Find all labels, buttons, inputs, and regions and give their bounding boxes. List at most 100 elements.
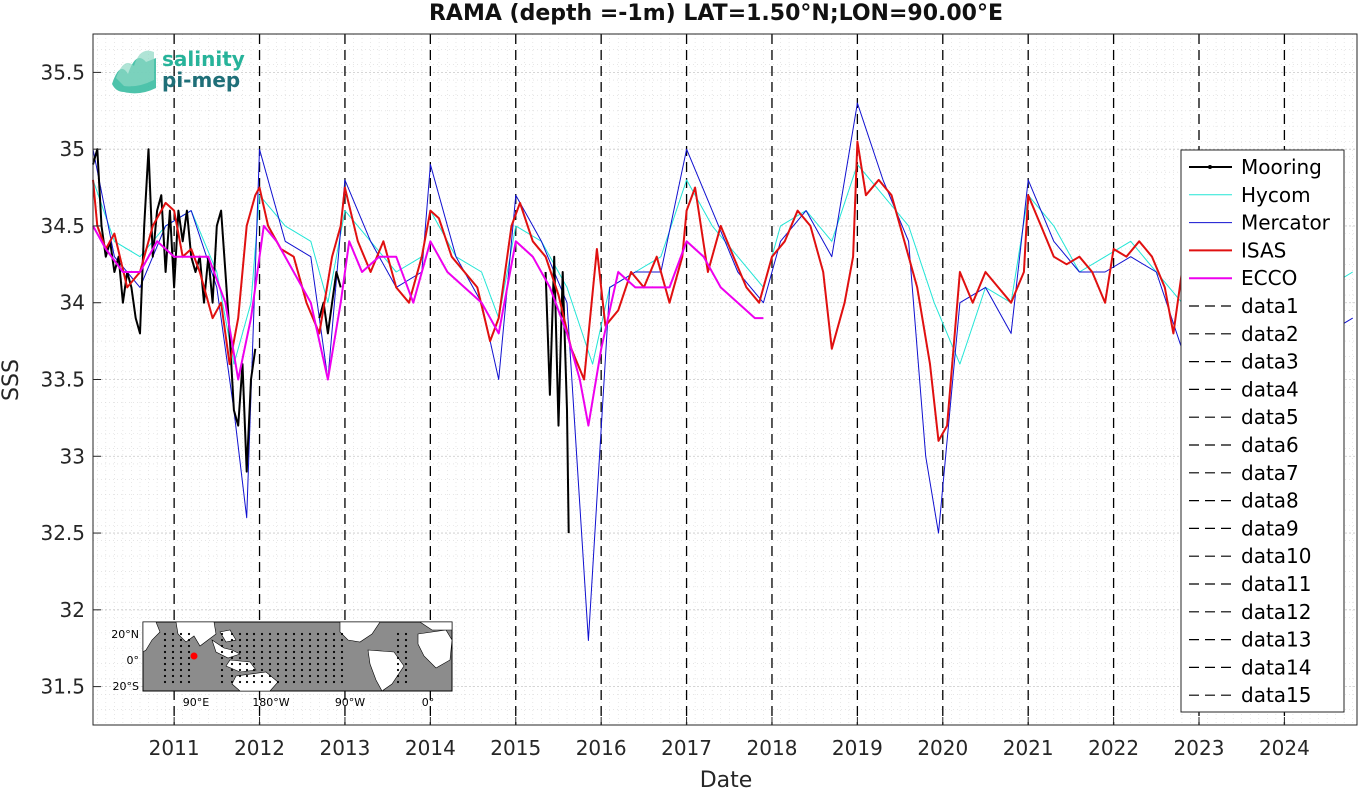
map-mooring-dot <box>316 632 320 636</box>
map-mooring-dot <box>238 674 242 678</box>
map-mooring-dot <box>276 656 280 660</box>
map-mooring-dot <box>316 650 320 654</box>
map-mooring-dot <box>220 680 224 684</box>
legend-label-data1: data1 <box>1241 294 1299 318</box>
legend-label-data14: data14 <box>1241 655 1312 679</box>
logo-text-salinity: salinity <box>162 47 245 71</box>
series-line-ecco <box>92 224 764 427</box>
map-mooring-dot <box>187 680 191 684</box>
inset-map: 20°N 0° 20°S 90°E 180°W 90°W 0° <box>111 621 453 709</box>
y-axis-label: SSS <box>0 359 24 401</box>
map-mooring-dot <box>220 656 224 660</box>
map-mooring-dot <box>332 644 336 648</box>
map-mooring-dot <box>179 644 183 648</box>
map-mooring-dot <box>340 638 344 642</box>
map-mooring-dot <box>268 656 272 660</box>
series-line-hycom <box>92 164 1353 365</box>
map-mooring-dot <box>332 674 336 678</box>
map-mooring-dot <box>396 650 400 654</box>
map-mooring-dot <box>238 680 242 684</box>
map-mooring-dot <box>324 668 328 672</box>
map-mooring-dot <box>238 644 242 648</box>
map-mooring-dot <box>340 644 344 648</box>
map-mooring-dot <box>316 674 320 678</box>
map-mooring-dot <box>404 644 408 648</box>
map-mooring-dot <box>179 632 183 636</box>
map-mooring-dot <box>245 644 249 648</box>
map-mooring-dot <box>396 644 400 648</box>
legend-marker-mooring <box>1208 165 1212 169</box>
map-mooring-dot <box>230 644 234 648</box>
map-mooring-dot <box>187 656 191 660</box>
map-mooring-dot <box>276 650 280 654</box>
map-mooring-dot <box>284 638 288 642</box>
map-mooring-dot <box>187 650 191 654</box>
legend-label-mooring: Mooring <box>1241 155 1322 179</box>
map-mooring-dot <box>284 644 288 648</box>
x-axis-label: Date <box>700 768 753 790</box>
x-tick-label: 2024 <box>1259 736 1310 760</box>
map-land <box>142 621 453 692</box>
map-mooring-dot <box>340 680 344 684</box>
map-mooring-dot <box>316 668 320 672</box>
map-mooring-dot <box>220 650 224 654</box>
map-mooring-dot <box>276 674 280 678</box>
series-line-mooring <box>318 271 342 335</box>
map-mooring-dot <box>324 638 328 642</box>
map-mooring-dot <box>245 632 249 636</box>
map-mooring-dot <box>245 680 249 684</box>
series-line-mooring <box>92 148 257 473</box>
map-mooring-dot <box>252 668 256 672</box>
map-mooring-dot <box>260 668 264 672</box>
chart-title: RAMA (depth =-1m) LAT=1.50°N;LON=90.00°E <box>429 1 1003 26</box>
map-mooring-dot <box>308 674 312 678</box>
x-tick-label: 2018 <box>747 736 798 760</box>
series-line-mercator <box>92 102 1353 641</box>
map-mooring-dot <box>230 650 234 654</box>
map-landmass <box>211 639 241 659</box>
legend-label-data8: data8 <box>1241 489 1299 513</box>
map-mooring-dot <box>324 680 328 684</box>
map-mooring-dot <box>245 638 249 642</box>
legend-label-data2: data2 <box>1241 322 1299 346</box>
map-mooring-dot <box>245 674 249 678</box>
legend-label-data7: data7 <box>1241 461 1299 485</box>
map-landmass <box>142 621 161 653</box>
map-mooring-dot <box>396 656 400 660</box>
legend-label-data11: data11 <box>1241 572 1312 596</box>
map-mooring-dot <box>276 638 280 642</box>
map-mooring-dot <box>268 674 272 678</box>
map-mooring-dot <box>292 656 296 660</box>
x-tick-label: 2011 <box>149 736 200 760</box>
map-mooring-dot <box>284 674 288 678</box>
map-mooring-dot <box>220 644 224 648</box>
map-mooring-dot <box>260 656 264 660</box>
map-mooring-dot <box>396 662 400 666</box>
map-mooring-dot <box>324 644 328 648</box>
map-mooring-dot <box>171 656 175 660</box>
map-mooring-dot <box>245 650 249 654</box>
y-tick-label: 34.5 <box>40 214 85 238</box>
map-landmass <box>339 621 381 643</box>
map-mooring-dot <box>300 632 304 636</box>
map-mooring-dot <box>292 662 296 666</box>
map-mooring-dot <box>252 632 256 636</box>
map-lat-label-20n: 20°N <box>111 628 139 641</box>
map-mooring-dot <box>220 668 224 672</box>
y-tick-label: 35.5 <box>40 60 85 84</box>
map-mooring-dot <box>268 668 272 672</box>
map-landmass <box>417 629 453 669</box>
map-mooring-dot <box>300 674 304 678</box>
map-lat-label-0: 0° <box>127 654 140 667</box>
map-mooring-dot <box>220 632 224 636</box>
map-mooring-dot <box>238 638 242 642</box>
legend-label-hycom: Hycom <box>1241 183 1311 207</box>
map-mooring-dot <box>404 680 408 684</box>
map-mooring-dot <box>260 674 264 678</box>
map-mooring-dot <box>308 644 312 648</box>
map-mooring-dot <box>268 644 272 648</box>
legend-label-data3: data3 <box>1241 350 1299 374</box>
map-landmass <box>225 659 257 673</box>
map-mooring-dot <box>308 632 312 636</box>
